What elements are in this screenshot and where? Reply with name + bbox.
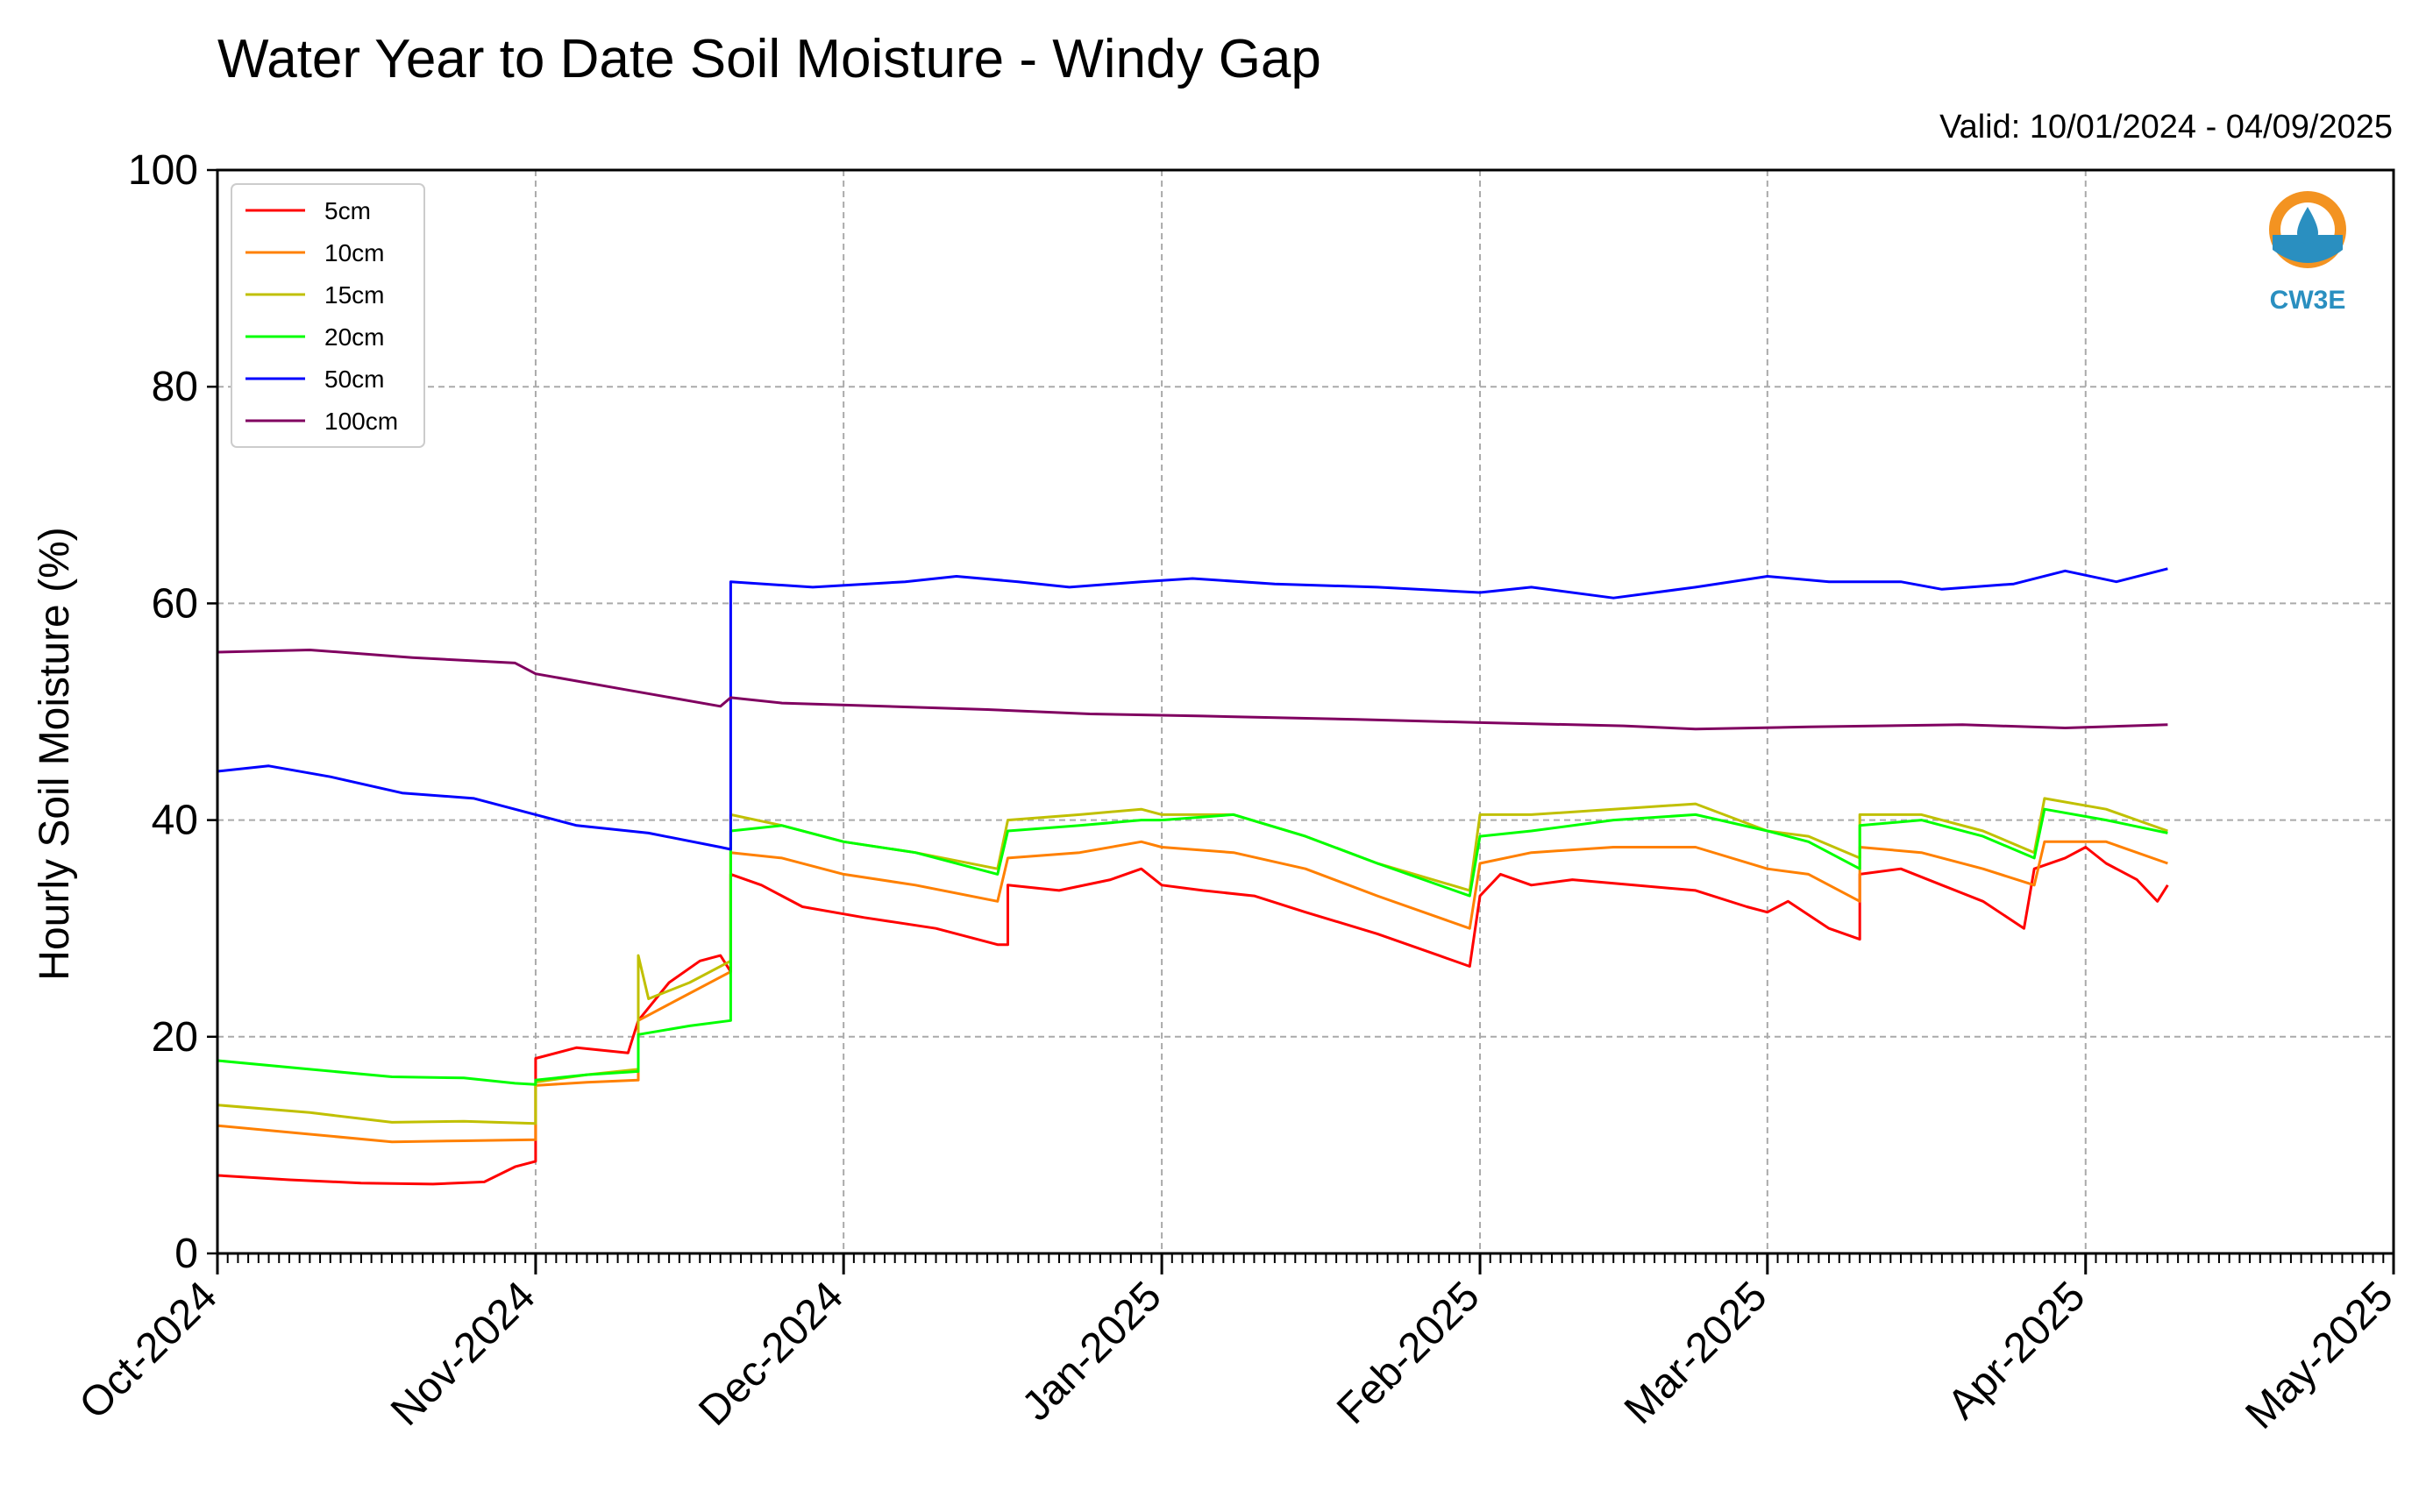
x-tick-label: Jan-2025 [1014, 1273, 1170, 1430]
y-tick-label: 100 [128, 147, 198, 194]
y-tick-label: 20 [152, 1014, 198, 1061]
series-lines [217, 567, 2169, 1186]
legend-label-15cm: 15cm [324, 281, 384, 309]
legend-label-100cm: 100cm [324, 408, 398, 435]
series-line-10cm [217, 840, 2168, 1144]
legend-label-10cm: 10cm [324, 239, 384, 266]
series-line-100cm [217, 649, 2168, 731]
plot-frame [216, 168, 2395, 1255]
legend: 5cm 10cm 15cm 20cm 50cm 100cm [231, 183, 425, 448]
y-axis-label: Hourly Soil Moisture (%) [32, 527, 78, 980]
y-tick-label: 40 [152, 798, 198, 844]
legend-label-5cm: 5cm [324, 197, 371, 224]
y-axis-ticks: 0 20 40 60 80 100 [128, 147, 217, 1277]
x-tick-label: Mar-2025 [1616, 1273, 1776, 1433]
x-tick-label: Oct-2024 [71, 1273, 226, 1428]
series-line-15cm [217, 797, 2168, 1125]
cw3e-logo-text: CW3E [2270, 286, 2346, 315]
x-tick-label: Feb-2025 [1328, 1273, 1489, 1433]
x-tick-label: Dec-2024 [690, 1273, 852, 1435]
y-tick-label: 60 [152, 580, 198, 627]
series-line-20cm [217, 807, 2168, 1086]
x-tick-label: Apr-2025 [1939, 1273, 2094, 1428]
valid-date-range: Valid: 10/01/2024 - 04/09/2025 [1939, 109, 2393, 146]
cw3e-logo: CW3E [2269, 191, 2346, 315]
y-tick-label: 0 [174, 1231, 198, 1277]
x-tick-label: May-2025 [2237, 1273, 2401, 1437]
legend-label-50cm: 50cm [324, 366, 384, 393]
series-line-50cm [217, 567, 2168, 851]
series-line-5cm [217, 846, 2169, 1186]
y-tick-label: 80 [152, 364, 198, 410]
legend-label-20cm: 20cm [324, 323, 384, 351]
legend-box [231, 183, 425, 448]
plot-area-border [216, 168, 2395, 1255]
x-tick-label: Nov-2024 [382, 1273, 544, 1435]
x-axis-ticks: Oct-2024 Nov-2024 Dec-2024 Jan-2025 Feb-2025… [71, 1253, 2402, 1438]
grid-lines [217, 170, 2394, 1253]
chart-title: Water Year to Date Soil Moisture - Windy… [217, 29, 1321, 89]
